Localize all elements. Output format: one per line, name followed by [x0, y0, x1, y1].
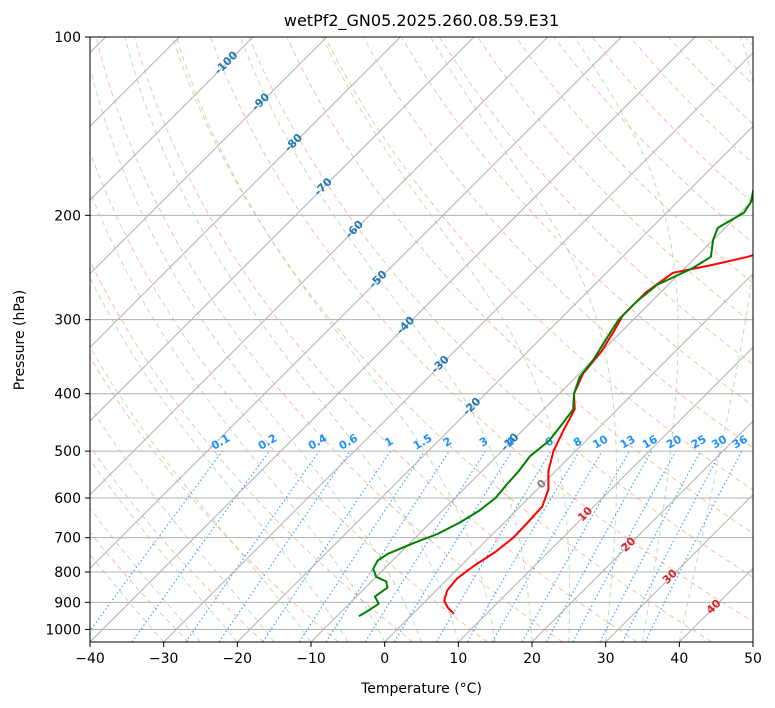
y-tick-label: 900 [54, 595, 81, 611]
moist-adiabat-line [90, 345, 312, 642]
y-axis-ticks: 100 200 300 400 500 600 700 800 900 1000 [45, 30, 90, 638]
skewed-isotherms [90, 37, 753, 642]
isotherm-line [90, 37, 401, 349]
moist-adiabat-line [430, 37, 617, 642]
isotherm-line [605, 493, 753, 642]
dry-adiabat-line [515, 37, 753, 284]
y-axis-title: Pressure (hPa) [12, 290, 28, 390]
plot-frame [89, 36, 754, 643]
dry-adiabat-line [438, 37, 753, 366]
y-tick-label: 700 [54, 531, 81, 547]
moist-adiabat-line [90, 405, 275, 642]
mixing-ratio-line [218, 450, 351, 642]
mixing-ratio-line [644, 450, 743, 642]
moist-adiabat-line [90, 507, 201, 642]
moist-adiabat-line [90, 276, 349, 642]
x-tick-label: 40 [670, 651, 688, 667]
x-tick-label: 10 [449, 651, 467, 667]
y-tick-label: 400 [54, 387, 81, 403]
x-tick-label: 50 [744, 651, 762, 667]
isotherm-line [310, 199, 753, 642]
dry-adiabats [90, 37, 753, 642]
x-tick-label: 30 [597, 651, 615, 667]
isotherm-line [90, 37, 696, 642]
x-axis-title: Temperature (°C) [360, 681, 482, 697]
isobar-gridlines [90, 37, 753, 630]
mixing-ratio-line [185, 450, 320, 642]
mixing-ratio-line [572, 450, 677, 642]
x-tick-label: −40 [75, 651, 105, 667]
dry-adiabat-line [248, 37, 753, 578]
moist-adiabat-line [90, 65, 422, 642]
mixing-ratio-line [545, 450, 653, 642]
dry-adiabat-line [90, 150, 488, 642]
mixing-ratio-line [521, 450, 631, 642]
temperature-profile-line [443, 254, 753, 615]
mixing-ratio-line [131, 450, 270, 642]
moist-adiabat-line [322, 37, 571, 642]
isotherm-line [90, 37, 254, 201]
plot-area: -100-90-80-70-60-50-40-30-20-10010203040… [90, 37, 753, 642]
dry-adiabat-line [90, 531, 190, 642]
moist-adiabat-line [175, 37, 496, 642]
dry-adiabat-line [210, 37, 753, 623]
isotherm-line [384, 272, 753, 642]
isotherm-line [90, 37, 475, 422]
isotherm-line [163, 51, 753, 642]
x-tick-label: 0 [380, 651, 389, 667]
moist-adiabat-line [574, 37, 679, 642]
dry-adiabat-line [90, 356, 339, 642]
y-tick-label: 800 [54, 565, 81, 581]
mixing-ratio-line [298, 450, 425, 642]
isotherm-line [90, 37, 622, 570]
y-tick-label: 600 [54, 491, 81, 507]
x-tick-label: 20 [523, 651, 541, 667]
mixing-ratio-line [90, 450, 223, 632]
x-tick-label: −30 [149, 651, 179, 667]
y-tick-label: 200 [54, 208, 81, 224]
y-tick-label: 300 [54, 313, 81, 329]
isotherm-line [90, 37, 328, 275]
mixing-ratio-line [393, 450, 513, 642]
moist-adiabat-line [90, 553, 165, 642]
dry-adiabat-line [171, 37, 712, 642]
x-tick-label: −20 [223, 651, 253, 667]
moist-adiabat-line [124, 37, 459, 642]
moist-adiabats [90, 37, 753, 642]
isotherm-line [90, 37, 549, 496]
dry-adiabat-line [90, 445, 264, 642]
dry-adiabat-line [400, 37, 753, 407]
y-tick-label: 1000 [45, 622, 81, 638]
x-axis-ticks: −40 −30 −20 −10 0 10 20 30 40 50 [75, 642, 762, 667]
y-tick-label: 500 [54, 444, 81, 460]
moist-adiabat-line [90, 458, 238, 642]
dewpoint-profile-line [358, 187, 753, 618]
isotherm-line [457, 346, 753, 642]
chart-title: wetPf2_GN05.2025.260.08.59.E31 [284, 11, 559, 31]
sounding-profiles [358, 187, 753, 618]
dry-adiabat-line [95, 37, 563, 642]
isotherm-line [236, 125, 753, 642]
dry-adiabat-line [133, 37, 638, 642]
y-tick-label: 100 [54, 30, 81, 46]
x-tick-label: −10 [296, 651, 326, 667]
mixing-ratio-line [262, 450, 392, 642]
isotherm-line [531, 420, 753, 642]
